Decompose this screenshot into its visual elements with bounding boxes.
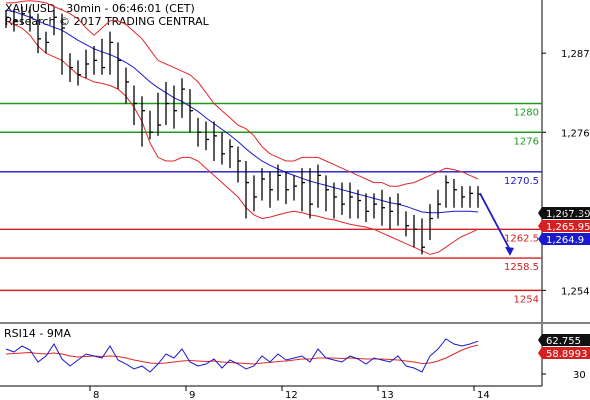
level-label-4: 1258.5 (504, 262, 539, 273)
date-tick-label-3: 13 (381, 390, 394, 400)
price-badges: 1,267.39 1,265.95 1,264.9 (538, 207, 590, 246)
price-tick-label-2: 1,265 (561, 207, 590, 218)
rsi-tick-label-0: 30 (573, 370, 586, 381)
date-tick-label-0: 8 (93, 390, 99, 400)
rsi-badge-0-tag (538, 334, 590, 346)
moving-average-line (5, 9, 479, 214)
date-axis-ticks: 8 9 12 13 14 (89, 386, 490, 400)
date-tick-label-1: 9 (189, 390, 195, 400)
level-label-2: 1270.5 (504, 176, 539, 187)
bollinger-lower-line (5, 20, 479, 255)
level-label-3: 1262.5 (504, 233, 539, 244)
price-tick-label-0: 1,287 (561, 49, 590, 60)
chart-title: XAU/USD - 30min - 06:46:01 (CET) (5, 2, 195, 15)
rsi-line (5, 338, 479, 373)
rsi-badge-0-label: 62.755 (546, 336, 581, 347)
chart-subtitle: Research © 2017 TRADING CENTRAL (5, 15, 210, 28)
support-resistance-levels: 1280 1276 1270.5 1262.5 1258.5 1254 (0, 102, 542, 305)
date-tick-label-4: 14 (477, 390, 490, 400)
rsi-badge-1-label: 58.8993 (546, 349, 587, 360)
price-tick-label-1: 1,276 (561, 128, 590, 139)
rsi-badge-1-tag (538, 347, 590, 359)
price-tick-label-3: 1,254 (561, 286, 590, 297)
rsi-title: RSI14 - 9MA (4, 327, 71, 340)
level-label-5: 1254 (514, 294, 539, 305)
bollinger-bands (5, 0, 479, 255)
price-axis-ticks: 1,287 1,276 1,265 1,254 (542, 49, 590, 297)
price-badge-2-label: 1,264.9 (546, 235, 584, 246)
forecast-arrow-shaft (479, 192, 511, 251)
price-badge-1-label: 1,265.95 (546, 222, 590, 233)
forecast-arrow (479, 192, 514, 256)
date-tick-label-2: 12 (285, 390, 298, 400)
rsi-panel: 30 62.755 58.8993 (5, 334, 590, 381)
price-badge-2-tag (538, 233, 590, 245)
price-badge-0-label: 1,267.39 (546, 209, 590, 220)
rsi-ma-line (5, 344, 479, 365)
moving-average (5, 9, 479, 214)
level-label-1: 1276 (514, 136, 539, 147)
forecast-arrow-head (505, 246, 514, 256)
level-label-0: 1280 (514, 108, 539, 119)
price-badge-0-tag (538, 207, 590, 219)
price-badge-1-tag (538, 220, 590, 232)
price-bars (5, 6, 481, 255)
bollinger-upper-line (6, 0, 479, 187)
